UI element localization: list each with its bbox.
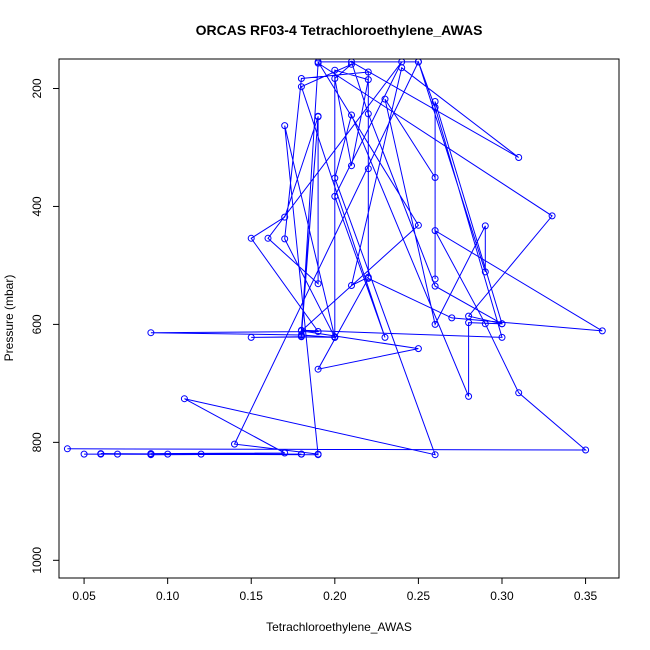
data-point xyxy=(548,212,556,220)
data-point xyxy=(398,59,406,66)
data-point xyxy=(364,68,372,76)
data-point xyxy=(297,83,305,91)
data-point xyxy=(231,440,238,448)
data-point xyxy=(364,76,372,84)
x-axis-label: Tetrachloroethylene_AWAS xyxy=(266,620,412,634)
data-point xyxy=(297,75,305,82)
data-point xyxy=(114,450,121,458)
x-axis: 0.05 0.10 0.15 0.20 0.25 0.30 0.35 xyxy=(72,577,598,603)
data-point xyxy=(314,328,322,335)
data-point xyxy=(281,213,289,221)
data-point xyxy=(481,222,489,230)
y-tick-label: 400 xyxy=(30,196,44,216)
data-point xyxy=(63,445,71,453)
data-point xyxy=(247,333,255,341)
data-point xyxy=(331,66,339,74)
data-point xyxy=(281,449,289,457)
series-line xyxy=(67,60,603,456)
data-point xyxy=(331,174,339,182)
data-point xyxy=(281,122,289,130)
data-point xyxy=(348,162,355,170)
data-point xyxy=(314,280,322,288)
data-point xyxy=(364,110,372,118)
x-tick-label: 0.15 xyxy=(240,589,264,603)
data-point xyxy=(197,450,205,458)
data-point xyxy=(431,174,439,181)
data-point xyxy=(431,320,439,328)
data-layer xyxy=(63,59,606,459)
data-point xyxy=(364,273,372,281)
data-point xyxy=(364,165,372,173)
data-point xyxy=(431,227,439,235)
x-tick-label: 0.25 xyxy=(407,589,431,603)
data-point xyxy=(97,450,105,458)
data-point xyxy=(481,320,489,328)
y-tick-label: 1000 xyxy=(30,547,44,574)
x-tick-label: 0.20 xyxy=(323,589,347,603)
data-point xyxy=(264,234,272,242)
data-point xyxy=(515,154,523,161)
data-point xyxy=(331,192,339,200)
data-point xyxy=(381,333,389,341)
plot-frame xyxy=(58,58,620,579)
data-point xyxy=(331,75,339,82)
data-point xyxy=(431,282,439,290)
data-point xyxy=(314,112,322,120)
data-point xyxy=(147,329,155,337)
data-point xyxy=(297,450,305,458)
data-point xyxy=(465,319,473,327)
data-point xyxy=(381,95,389,103)
data-point xyxy=(348,59,355,66)
data-point xyxy=(431,275,439,283)
data-point xyxy=(314,365,322,373)
data-point xyxy=(314,450,322,458)
data-point xyxy=(147,450,155,458)
data-point xyxy=(582,446,590,454)
x-tick-label: 0.35 xyxy=(574,589,598,603)
y-axis: 200 400 600 800 1000 xyxy=(30,78,60,574)
data-point xyxy=(348,60,355,68)
data-point xyxy=(515,389,523,397)
plot-area xyxy=(58,58,620,579)
data-point xyxy=(465,392,473,400)
data-point xyxy=(414,59,422,66)
data-point xyxy=(431,451,439,459)
y-tick-label: 600 xyxy=(30,314,44,334)
data-point xyxy=(281,235,289,243)
data-point xyxy=(498,320,506,328)
data-point xyxy=(598,327,606,335)
x-tick-label: 0.05 xyxy=(72,589,96,603)
data-point xyxy=(164,450,172,458)
data-point xyxy=(348,282,355,289)
data-point xyxy=(331,333,339,341)
x-tick-label: 0.10 xyxy=(156,589,180,603)
y-tick-label: 200 xyxy=(30,78,44,98)
data-point xyxy=(498,333,506,341)
data-point xyxy=(80,450,88,458)
data-point xyxy=(348,111,355,119)
chart-title: ORCAS RF03-4 Tetrachloroethylene_AWAS xyxy=(196,22,483,38)
data-point xyxy=(414,345,422,353)
data-point xyxy=(247,234,255,242)
data-point xyxy=(180,395,188,403)
x-tick-label: 0.30 xyxy=(490,589,514,603)
data-point xyxy=(481,268,489,276)
data-point xyxy=(414,221,422,229)
data-point xyxy=(448,314,456,322)
data-point xyxy=(314,59,322,67)
data-point xyxy=(431,98,439,105)
data-point xyxy=(297,333,305,341)
y-tick-label: 800 xyxy=(30,432,44,452)
y-axis-label: Pressure (mbar) xyxy=(2,275,16,362)
